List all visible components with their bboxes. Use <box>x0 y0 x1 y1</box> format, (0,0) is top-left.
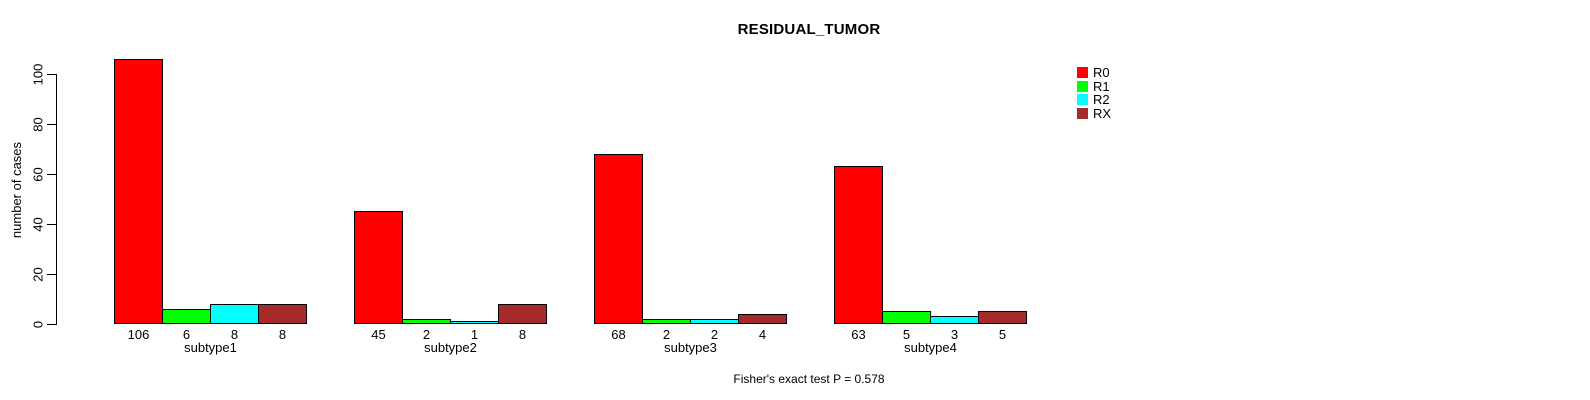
legend-label-r1: R1 <box>1093 79 1110 94</box>
bar-r2-subtype4 <box>930 316 979 324</box>
y-tick-label: 20 <box>30 266 46 282</box>
y-tick <box>47 174 56 175</box>
bar-value-label: 106 <box>127 327 150 342</box>
bar-r0-subtype4 <box>834 166 883 324</box>
legend-swatch-r0 <box>1077 67 1088 78</box>
y-axis-label: number of cases <box>9 141 24 239</box>
bar-r0-subtype3 <box>594 154 643 324</box>
bar-r1-subtype3 <box>642 319 691 324</box>
chart-title: RESIDUAL_TUMOR <box>737 21 881 38</box>
bar-rx-subtype1 <box>258 304 307 324</box>
bar-r2-subtype1 <box>210 304 259 324</box>
bar-value-label: 1 <box>470 327 479 342</box>
bar-r0-subtype2 <box>354 211 403 324</box>
bar-r1-subtype1 <box>162 309 211 324</box>
bar-value-label: 68 <box>611 327 626 342</box>
y-axis-line <box>56 74 57 325</box>
bar-value-label: 2 <box>662 327 671 342</box>
legend-label-r0: R0 <box>1093 65 1110 80</box>
y-tick <box>47 274 56 275</box>
bar-value-label: 3 <box>950 327 959 342</box>
bar-value-label: 4 <box>758 327 767 342</box>
y-tick-label: 80 <box>30 116 46 132</box>
annotation-fisher-test: Fisher's exact test P = 0.578 <box>733 372 885 386</box>
bar-value-label: 5 <box>902 327 911 342</box>
x-category-label: subtype2 <box>424 340 477 355</box>
bar-value-label: 63 <box>851 327 866 342</box>
x-category-label: subtype4 <box>904 340 957 355</box>
x-category-label: subtype1 <box>184 340 237 355</box>
y-tick-label: 100 <box>30 63 46 85</box>
bar-value-label: 6 <box>182 327 191 342</box>
y-tick <box>47 224 56 225</box>
bar-value-label: 2 <box>422 327 431 342</box>
bar-r2-subtype2 <box>450 321 499 324</box>
bar-value-label: 5 <box>998 327 1007 342</box>
legend-swatch-r2 <box>1077 94 1088 105</box>
y-tick <box>47 124 56 125</box>
bar-rx-subtype3 <box>738 314 787 324</box>
bar-value-label: 8 <box>230 327 239 342</box>
x-category-label: subtype3 <box>664 340 717 355</box>
bar-r1-subtype2 <box>402 319 451 324</box>
bar-value-label: 8 <box>518 327 527 342</box>
y-tick <box>47 74 56 75</box>
bar-r1-subtype4 <box>882 311 931 324</box>
bar-rx-subtype2 <box>498 304 547 324</box>
y-tick-label: 0 <box>30 320 46 328</box>
legend-label-rx: RX <box>1093 106 1112 121</box>
legend-label-r2: R2 <box>1093 92 1110 107</box>
legend-swatch-rx <box>1077 108 1088 119</box>
legend-swatch-r1 <box>1077 81 1088 92</box>
bar-value-label: 2 <box>710 327 719 342</box>
bar-r0-subtype1 <box>114 59 163 324</box>
bar-r2-subtype3 <box>690 319 739 324</box>
y-tick-label: 60 <box>30 166 46 182</box>
bar-value-label: 45 <box>371 327 386 342</box>
y-tick-label: 40 <box>30 216 46 232</box>
bar-rx-subtype4 <box>978 311 1027 324</box>
y-tick <box>47 324 56 325</box>
bar-value-label: 8 <box>278 327 287 342</box>
